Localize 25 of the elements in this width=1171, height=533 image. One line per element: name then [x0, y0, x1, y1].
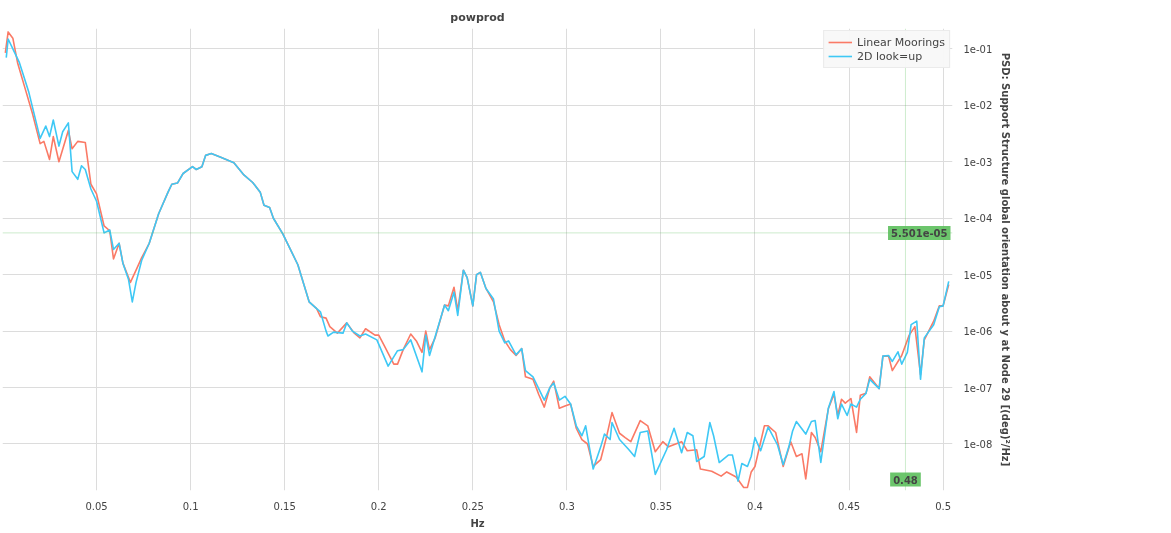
x-tick-label: 0.2	[370, 500, 387, 512]
x-tick-label: 0.15	[273, 500, 296, 512]
legend-label: 2D look=up	[857, 49, 923, 63]
x-tick-label: 0.4	[747, 500, 763, 512]
x-tick-label: 0.3	[558, 500, 575, 512]
x-axis-title: Hz	[470, 517, 485, 529]
x-tick-label: 0.05	[85, 500, 108, 512]
ref-line-label: 0.48	[893, 474, 918, 486]
x-tick-label: 0.45	[837, 500, 861, 512]
x-tick-label: 0.1	[182, 500, 199, 512]
y-tick-label: 1e-07	[963, 382, 993, 394]
y-tick-label: 1e-06	[963, 326, 993, 338]
y-axis-title: PSD: Support Structure global orientation about y at Node 29 [(deg)²/Hz]	[1000, 52, 1012, 467]
y-tick-label: 1e-08	[963, 439, 993, 450]
x-tick-label: 0.5	[935, 500, 952, 512]
legend-label: Linear Moorings	[857, 35, 945, 49]
y-tick-label: 1e-01	[963, 43, 993, 55]
y-tick-label: 1e-03	[963, 156, 993, 168]
y-tick-label: 1e-05	[963, 269, 993, 281]
y-tick-label: 1e-02	[963, 100, 993, 112]
y-tick-label: 1e-04	[963, 213, 993, 225]
x-tick-label: 0.35	[649, 500, 673, 512]
chart-title: powprod	[450, 10, 505, 24]
ref-line-label: 5.501e-05	[891, 227, 948, 239]
x-tick-label: 0.25	[461, 500, 484, 512]
